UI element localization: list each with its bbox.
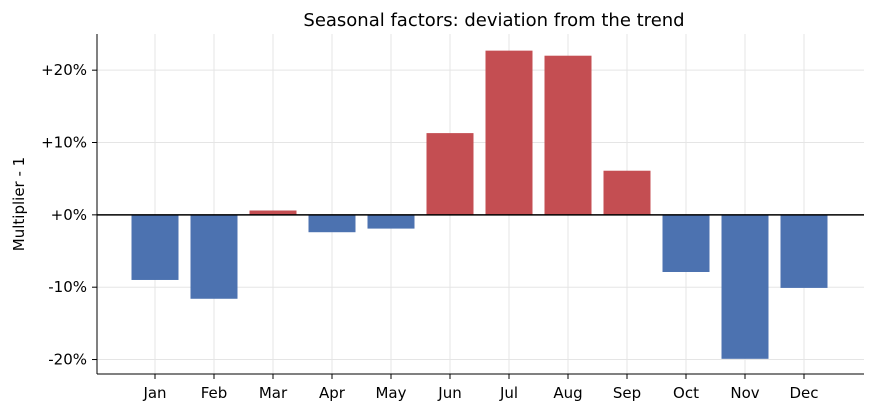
x-tick-label: Jun xyxy=(437,384,461,402)
bar-jun xyxy=(426,133,474,215)
bar-jan xyxy=(131,214,179,280)
x-tick-label: Mar xyxy=(259,384,288,402)
y-tick-label: -20% xyxy=(48,351,87,369)
bar-feb xyxy=(190,214,238,299)
bar-aug xyxy=(544,55,592,215)
bar-jul xyxy=(485,50,533,215)
bar-may xyxy=(367,214,415,229)
axes xyxy=(96,34,864,375)
y-axis-label: Multiplier - 1 xyxy=(10,157,28,251)
x-tick-label: Feb xyxy=(201,384,228,402)
bar-apr xyxy=(308,214,356,233)
bar-dec xyxy=(780,214,828,288)
bar-oct xyxy=(662,214,710,272)
bars xyxy=(131,50,828,359)
y-tick-label: -10% xyxy=(48,278,87,296)
x-ticks: Jan Feb Mar Apr May Jun Jul Aug Sep Oct Nov Dec xyxy=(142,374,819,402)
x-tick-label: Oct xyxy=(673,384,699,402)
chart-title: Seasonal factors: deviation from the tre… xyxy=(303,10,684,31)
x-tick-label: Jul xyxy=(499,384,518,402)
x-tick-label: Dec xyxy=(789,384,818,402)
x-tick-label: Jan xyxy=(142,384,166,402)
y-tick-label: +20% xyxy=(41,61,87,79)
bar-mar xyxy=(249,210,297,215)
y-tick-label: +0% xyxy=(51,206,87,224)
y-tick-label: +10% xyxy=(41,134,87,152)
bar-nov xyxy=(721,214,769,359)
x-tick-label: Apr xyxy=(319,384,346,402)
y-ticks: -20% -10% +0% +10% +20% xyxy=(41,61,97,369)
x-tick-label: Sep xyxy=(613,384,641,402)
x-tick-label: Aug xyxy=(553,384,582,402)
bar-sep xyxy=(603,170,651,215)
x-tick-label: Nov xyxy=(730,384,759,402)
x-tick-label: May xyxy=(375,384,406,402)
